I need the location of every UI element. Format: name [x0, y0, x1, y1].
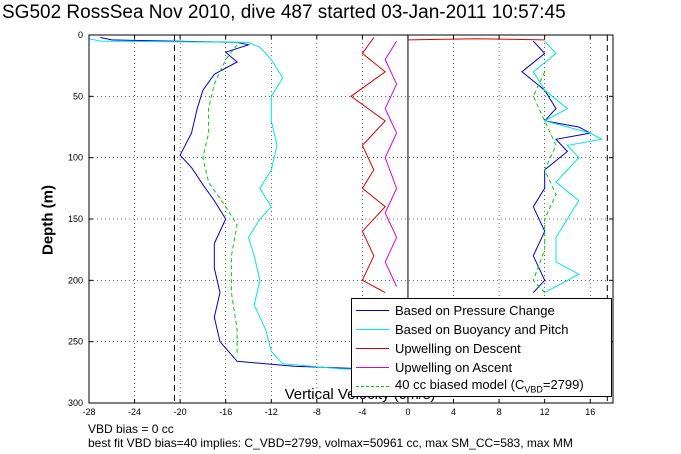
data-series-line	[407, 38, 545, 41]
y-tick-label: 200	[68, 275, 83, 285]
legend-swatch	[356, 366, 389, 368]
legend-entry: 40 cc biased model (CVBD=2799)	[356, 377, 584, 395]
vbd-bias-note: VBD bias = 0 cc	[88, 422, 174, 436]
data-series-line	[532, 40, 604, 294]
x-tick-label: -24	[128, 407, 141, 417]
data-series-line	[532, 71, 557, 293]
x-tick-label: -12	[265, 407, 278, 417]
data-series-line	[100, 37, 386, 370]
legend-entry: Based on Pressure Change	[356, 302, 555, 318]
legend-swatch	[356, 328, 389, 330]
x-tick-label: 16	[585, 407, 595, 417]
data-series-line	[521, 40, 592, 293]
legend-swatch	[356, 385, 389, 387]
best-fit-note: best fit VBD bias=40 implies: C_VBD=2799…	[88, 436, 573, 450]
data-series-line	[202, 44, 238, 357]
x-tick-label: -20	[174, 407, 187, 417]
legend-label: 40 cc biased model (CVBD=2799)	[395, 377, 584, 395]
data-series-line	[350, 37, 387, 294]
legend-swatch	[356, 347, 389, 349]
legend-label: Upwelling on Ascent	[395, 359, 513, 375]
y-tick-label: 0	[78, 30, 83, 40]
y-tick-label: 150	[68, 214, 83, 224]
x-tick-label: -16	[219, 407, 232, 417]
legend-label: Based on Buoyancy and Pitch	[395, 321, 569, 337]
data-series-line	[384, 40, 398, 287]
legend-entry: Based on Buoyancy and Pitch	[356, 321, 568, 337]
y-axis-label: Depth (m)	[39, 185, 57, 255]
legend-entry: Upwelling on Descent	[356, 340, 521, 356]
legend-label: Upwelling on Descent	[395, 340, 521, 356]
x-tick-label: -4	[358, 407, 366, 417]
x-tick-label: 4	[451, 407, 456, 417]
legend-label: Based on Pressure Change	[395, 302, 555, 318]
legend-entry: Upwelling on Ascent	[356, 359, 512, 375]
x-tick-label: 8	[497, 407, 502, 417]
x-tick-label: 0	[405, 407, 410, 417]
x-tick-label: 12	[540, 407, 550, 417]
x-tick-label: -28	[82, 407, 95, 417]
chart-title: SG502 RossSea Nov 2010, dive 487 started…	[2, 2, 566, 23]
legend-swatch	[356, 309, 389, 311]
y-tick-label: 50	[73, 91, 83, 101]
y-tick-label: 300	[68, 398, 83, 408]
x-tick-label: -8	[313, 407, 321, 417]
y-tick-label: 100	[68, 153, 83, 163]
y-tick-label: 250	[68, 337, 83, 347]
data-series-line	[88, 38, 374, 371]
chart-legend: Based on Pressure Change Based on Buoyanc…	[351, 298, 612, 397]
